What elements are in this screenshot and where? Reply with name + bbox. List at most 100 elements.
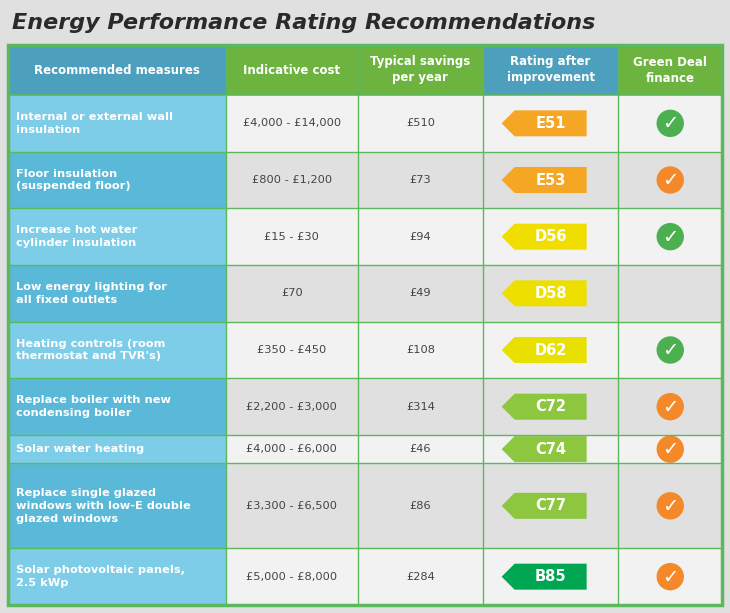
Text: Heating controls (room
thermostat and TVR's): Heating controls (room thermostat and TV… (16, 338, 166, 362)
Text: ✓: ✓ (662, 568, 678, 587)
Polygon shape (502, 493, 587, 519)
Text: E51: E51 (535, 116, 566, 131)
Bar (8, 45, 226, 95)
Text: £4,000 - £6,000: £4,000 - £6,000 (247, 444, 337, 454)
Text: Typical savings
per year: Typical savings per year (370, 56, 470, 85)
Bar (618, 435, 722, 463)
Bar (226, 95, 358, 151)
Bar (483, 322, 618, 378)
Bar (358, 45, 483, 95)
Text: Rating after
improvement: Rating after improvement (507, 56, 595, 85)
Bar (226, 378, 358, 435)
Bar (358, 435, 483, 463)
Text: Recommended measures: Recommended measures (34, 64, 200, 77)
Text: Solar water heating: Solar water heating (16, 444, 144, 454)
Text: ✓: ✓ (662, 440, 678, 459)
Bar (618, 378, 722, 435)
Bar (483, 435, 618, 463)
Bar (8, 322, 226, 378)
Text: C72: C72 (535, 399, 566, 414)
Circle shape (657, 394, 683, 420)
Bar (358, 208, 483, 265)
Bar (226, 463, 358, 549)
Circle shape (657, 564, 683, 590)
Text: £2,200 - £3,000: £2,200 - £3,000 (247, 402, 337, 412)
Bar (618, 151, 722, 208)
Text: Energy Performance Rating Recommendations: Energy Performance Rating Recommendation… (12, 13, 596, 33)
Bar (358, 549, 483, 605)
Text: Replace single glazed
windows with low-E double
glazed windows: Replace single glazed windows with low-E… (16, 488, 191, 524)
Bar (226, 435, 358, 463)
Text: C74: C74 (535, 442, 566, 457)
Bar (483, 95, 618, 151)
Text: £70: £70 (281, 288, 303, 299)
Bar (483, 463, 618, 549)
Text: £46: £46 (410, 444, 431, 454)
Circle shape (657, 110, 683, 136)
Text: Indicative cost: Indicative cost (243, 64, 340, 77)
Bar (358, 95, 483, 151)
Text: Increase hot water
cylinder insulation: Increase hot water cylinder insulation (16, 225, 137, 248)
Circle shape (657, 167, 683, 193)
Circle shape (657, 337, 683, 363)
Bar (226, 151, 358, 208)
Text: £86: £86 (410, 501, 431, 511)
Text: £94: £94 (410, 232, 431, 242)
Polygon shape (502, 280, 587, 306)
Text: £49: £49 (410, 288, 431, 299)
Bar (8, 378, 226, 435)
Circle shape (657, 436, 683, 462)
Bar (483, 151, 618, 208)
Text: Internal or external wall
insulation: Internal or external wall insulation (16, 112, 173, 135)
Bar (618, 95, 722, 151)
Bar (618, 45, 722, 95)
Polygon shape (502, 337, 587, 363)
Text: £510: £510 (406, 118, 435, 128)
Text: ✓: ✓ (662, 171, 678, 190)
Bar (618, 463, 722, 549)
Bar (8, 549, 226, 605)
Text: D58: D58 (534, 286, 567, 301)
Text: ✓: ✓ (662, 227, 678, 246)
Bar (226, 322, 358, 378)
Bar (358, 151, 483, 208)
Bar (618, 549, 722, 605)
Text: Replace boiler with new
condensing boiler: Replace boiler with new condensing boile… (16, 395, 171, 418)
Bar (618, 265, 722, 322)
Bar (8, 95, 226, 151)
Circle shape (657, 493, 683, 519)
Text: Floor insulation
(suspended floor): Floor insulation (suspended floor) (16, 169, 131, 191)
Text: B85: B85 (535, 569, 566, 584)
Bar (483, 378, 618, 435)
Text: £73: £73 (410, 175, 431, 185)
Text: £3,300 - £6,500: £3,300 - £6,500 (246, 501, 337, 511)
Text: E53: E53 (535, 172, 566, 188)
Polygon shape (502, 394, 587, 420)
Bar (8, 463, 226, 549)
Polygon shape (502, 224, 587, 249)
Bar (226, 549, 358, 605)
Bar (8, 208, 226, 265)
Text: £800 - £1,200: £800 - £1,200 (252, 175, 332, 185)
Bar (8, 435, 226, 463)
Text: £15 - £30: £15 - £30 (264, 232, 319, 242)
Bar (358, 265, 483, 322)
Text: ✓: ✓ (662, 497, 678, 516)
Text: £350 - £450: £350 - £450 (257, 345, 326, 355)
Text: D62: D62 (534, 343, 566, 357)
Text: Solar photovoltaic panels,
2.5 kWp: Solar photovoltaic panels, 2.5 kWp (16, 565, 185, 588)
Bar (358, 322, 483, 378)
Bar (8, 265, 226, 322)
Polygon shape (502, 167, 587, 193)
Text: £314: £314 (406, 402, 435, 412)
Polygon shape (502, 110, 587, 136)
Bar (618, 208, 722, 265)
Text: ✓: ✓ (662, 341, 678, 360)
Circle shape (657, 224, 683, 249)
Text: D56: D56 (534, 229, 567, 244)
Polygon shape (502, 436, 587, 462)
Bar (226, 208, 358, 265)
Bar (618, 322, 722, 378)
Text: C77: C77 (535, 498, 566, 513)
Bar (358, 463, 483, 549)
